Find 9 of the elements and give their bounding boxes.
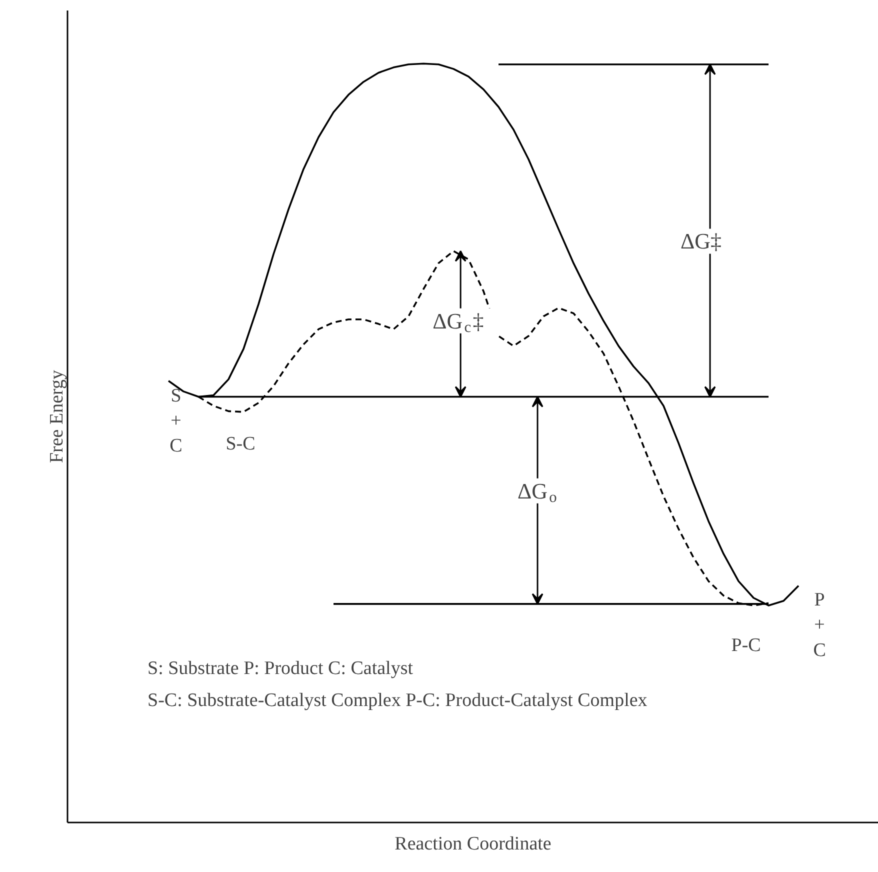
annotation: ΔG‡ [680, 228, 722, 254]
annotation: S: Substrate P: Product C: Catalyst [148, 658, 414, 679]
text: P + C [813, 589, 826, 661]
annotation: S + C [170, 385, 182, 457]
annotation: P-C [731, 635, 761, 656]
y-axis-title: Free Energy [46, 369, 68, 464]
x-axis-title: Reaction Coordinate [394, 834, 552, 854]
annotation: S-C: Substrate-Catalyst Complex P-C: Product-Catalyst Complex [148, 690, 648, 711]
annotation: S-C [226, 433, 256, 454]
